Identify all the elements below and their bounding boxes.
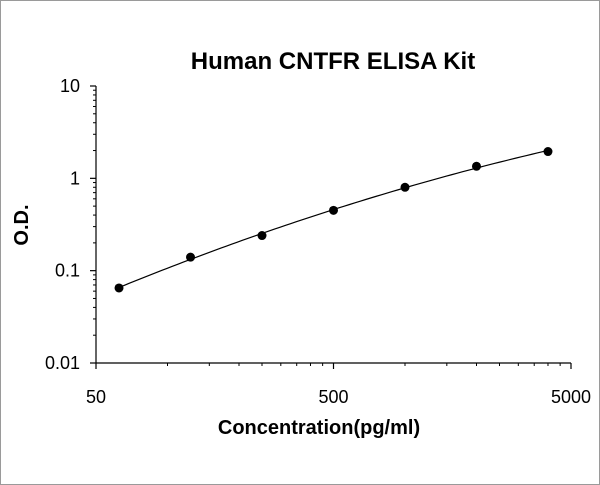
y-tick-label: 0.1	[55, 261, 80, 281]
y-tick-label: 10	[60, 76, 80, 96]
fit-curve	[118, 149, 549, 288]
tick-labels: 10 1 0.1 0.01 50 500 5000	[45, 76, 591, 407]
data-point	[186, 252, 196, 262]
y-axis-label: O.D.	[11, 204, 33, 245]
axes	[90, 85, 572, 369]
data-point	[543, 147, 553, 157]
y-tick-label: 1	[70, 168, 80, 188]
x-axis-label: Concentration(pg/ml)	[218, 417, 420, 439]
data-point	[329, 205, 338, 215]
x-tick-label: 50	[86, 387, 106, 407]
chart-title: Human CNTFR ELISA Kit	[191, 48, 475, 75]
data-point	[114, 283, 124, 293]
y-tick-label: 0.01	[45, 353, 80, 373]
x-tick-label: 5000	[551, 387, 591, 407]
fit-curve-group	[118, 149, 549, 288]
data-point	[471, 161, 481, 171]
data-points	[114, 147, 553, 293]
data-point	[257, 231, 267, 241]
data-point	[400, 182, 410, 192]
x-tick-label: 500	[318, 387, 348, 407]
